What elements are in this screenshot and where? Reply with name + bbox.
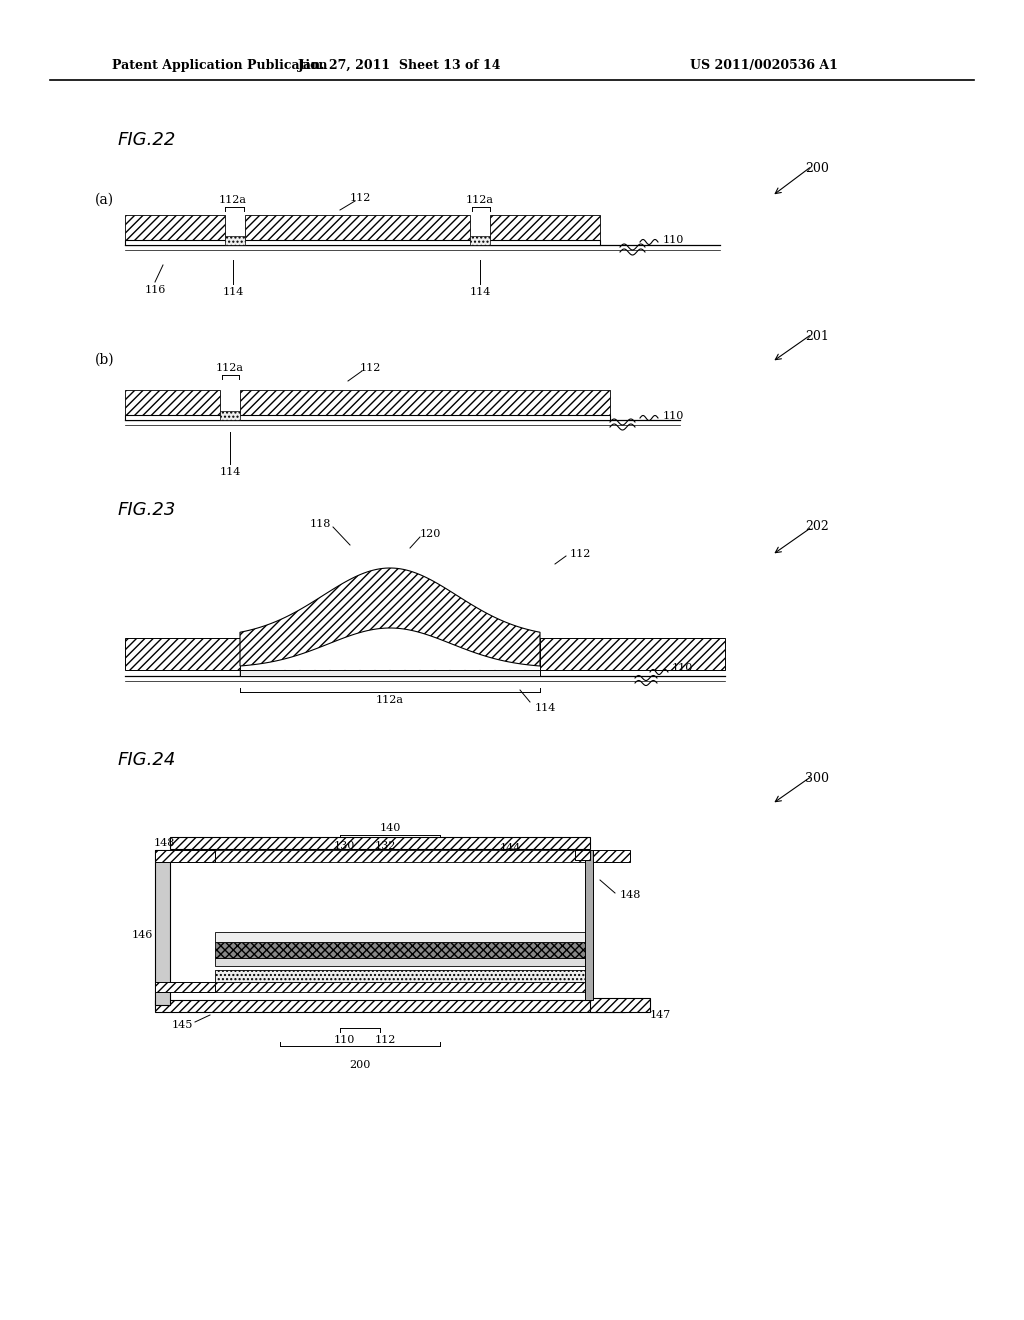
Text: US 2011/0020536 A1: US 2011/0020536 A1 xyxy=(690,58,838,71)
Text: 118: 118 xyxy=(309,519,331,529)
Text: 201: 201 xyxy=(805,330,828,342)
Text: 116: 116 xyxy=(144,285,166,294)
Text: 110: 110 xyxy=(672,663,693,673)
Text: 120: 120 xyxy=(419,529,440,539)
Bar xyxy=(490,215,600,240)
Text: 144: 144 xyxy=(500,843,521,853)
Bar xyxy=(240,671,540,676)
Bar xyxy=(215,850,585,862)
Text: 114: 114 xyxy=(219,467,241,477)
Text: Patent Application Publication: Patent Application Publication xyxy=(112,58,328,71)
Text: Jan. 27, 2011  Sheet 13 of 14: Jan. 27, 2011 Sheet 13 of 14 xyxy=(298,58,502,71)
Text: 112: 112 xyxy=(359,363,381,374)
Bar xyxy=(155,982,215,993)
Bar xyxy=(155,850,215,862)
Text: (a): (a) xyxy=(95,193,114,207)
Bar xyxy=(125,240,600,246)
Bar xyxy=(225,236,245,246)
Text: 132: 132 xyxy=(375,841,396,851)
Bar xyxy=(245,215,470,240)
Text: 200: 200 xyxy=(805,161,828,174)
Text: 140: 140 xyxy=(379,822,400,833)
Text: 112a: 112a xyxy=(216,363,244,374)
Text: 200: 200 xyxy=(349,1060,371,1071)
Text: 112a: 112a xyxy=(219,195,247,205)
Bar xyxy=(590,998,650,1012)
Text: FIG.24: FIG.24 xyxy=(118,751,176,770)
Bar xyxy=(540,638,725,671)
Text: 114: 114 xyxy=(535,704,556,713)
Text: 112a: 112a xyxy=(466,195,494,205)
Text: 130: 130 xyxy=(334,841,355,851)
Bar xyxy=(215,970,585,982)
Text: FIG.23: FIG.23 xyxy=(118,502,176,519)
Text: 147: 147 xyxy=(650,1010,672,1020)
Text: 112a: 112a xyxy=(376,696,404,705)
Text: 148: 148 xyxy=(154,838,175,847)
Bar xyxy=(220,411,240,420)
Text: 145: 145 xyxy=(172,1020,194,1030)
Bar xyxy=(155,1001,625,1012)
Text: 202: 202 xyxy=(805,520,828,533)
Bar xyxy=(215,932,585,942)
Polygon shape xyxy=(240,568,540,667)
Text: 300: 300 xyxy=(805,771,829,784)
Bar xyxy=(170,837,590,849)
Text: 148: 148 xyxy=(620,890,641,900)
Bar xyxy=(575,850,590,861)
Bar xyxy=(585,850,630,862)
Bar xyxy=(125,638,240,671)
Text: 146: 146 xyxy=(132,931,153,940)
Text: (b): (b) xyxy=(95,352,115,367)
Bar xyxy=(125,215,225,240)
Bar xyxy=(215,942,585,958)
Bar xyxy=(215,958,585,966)
Text: 112: 112 xyxy=(569,549,591,558)
Bar xyxy=(125,389,220,414)
Text: 110: 110 xyxy=(663,411,684,421)
Text: 110: 110 xyxy=(663,235,684,246)
Text: 112: 112 xyxy=(375,1035,396,1045)
Text: 110: 110 xyxy=(334,1035,355,1045)
Bar xyxy=(215,982,585,993)
Bar xyxy=(240,389,610,414)
Text: 112: 112 xyxy=(349,193,371,203)
Text: FIG.22: FIG.22 xyxy=(118,131,176,149)
Text: 114: 114 xyxy=(222,286,244,297)
Text: 114: 114 xyxy=(469,286,490,297)
Bar xyxy=(585,850,593,1001)
Bar xyxy=(155,850,170,1005)
Bar xyxy=(470,236,490,246)
Bar xyxy=(125,414,610,420)
